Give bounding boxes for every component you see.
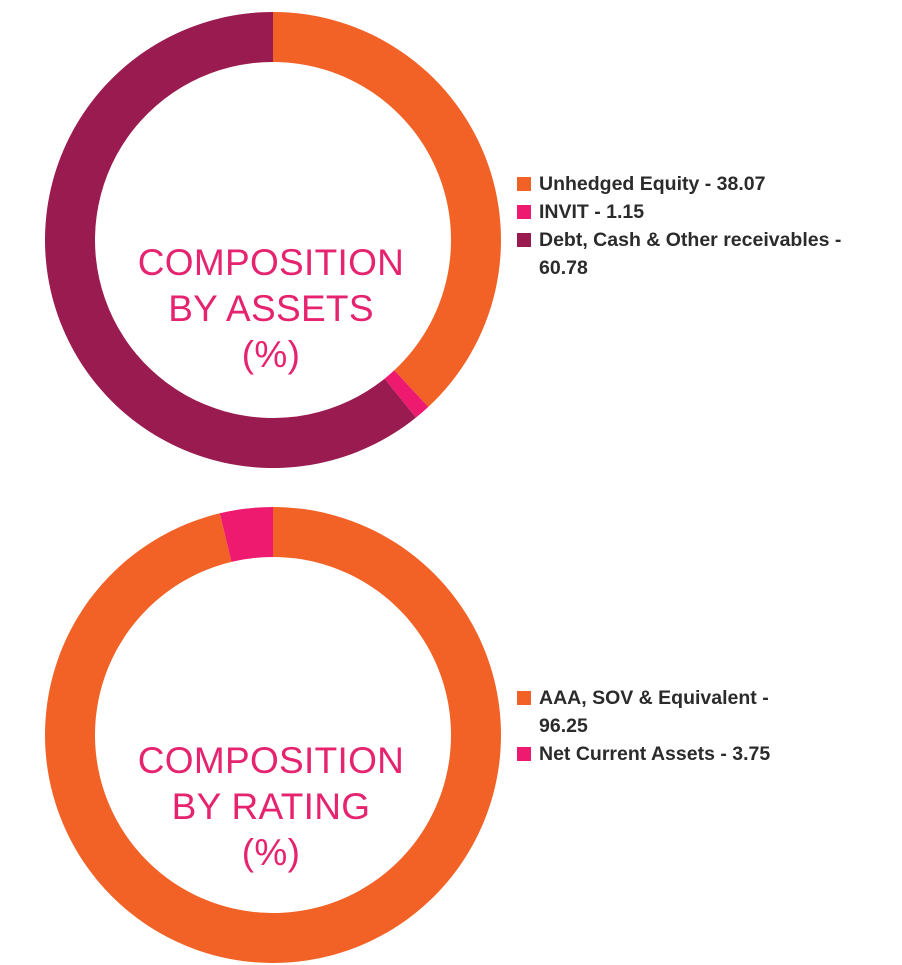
legend-swatch bbox=[517, 205, 531, 219]
assets-donut bbox=[45, 12, 501, 469]
composition-by-rating-chart: COMPOSITION BY RATING (%) AAA, SOV & Equ… bbox=[0, 495, 902, 965]
assets-center-line-3: (%) bbox=[241, 334, 301, 375]
rating-center-line-3: (%) bbox=[241, 832, 301, 873]
legend-label: Net Current Assets - 3.75 bbox=[539, 743, 771, 765]
legend-item-net-current-assets: Net Current Assets - 3.75 bbox=[517, 740, 897, 768]
legend-swatch bbox=[517, 691, 531, 705]
rating-center-label: COMPOSITION BY RATING (%) bbox=[106, 738, 436, 876]
rating-center-line-1: COMPOSITION bbox=[137, 740, 405, 781]
slice-invit bbox=[384, 370, 429, 418]
legend-item-unhedged-equity: Unhedged Equity - 38.07 bbox=[517, 170, 897, 198]
legend-item-invit: INVIT - 1.15 bbox=[517, 198, 897, 226]
assets-center-line-2: BY ASSETS bbox=[168, 288, 374, 329]
legend-swatch bbox=[517, 233, 531, 247]
composition-by-assets-chart: COMPOSITION BY ASSETS (%) Unhedged Equit… bbox=[0, 0, 902, 470]
legend-label: AAA, SOV & Equivalent - 96.25 bbox=[539, 687, 769, 737]
legend-label: Unhedged Equity - 38.07 bbox=[539, 173, 766, 195]
legend-swatch bbox=[517, 177, 531, 191]
rating-donut bbox=[45, 507, 501, 963]
slice-net-current-assets bbox=[219, 507, 273, 562]
legend-swatch bbox=[517, 747, 531, 761]
legend-item-debt-cash: Debt, Cash & Other receivables - 60.78 bbox=[517, 226, 879, 282]
assets-legend: Unhedged Equity - 38.07 INVIT - 1.15 Deb… bbox=[517, 170, 897, 282]
legend-label: INVIT - 1.15 bbox=[539, 201, 645, 223]
rating-legend: AAA, SOV & Equivalent - 96.25 Net Curren… bbox=[517, 684, 897, 768]
slice-aaa-sov-equivalent bbox=[45, 507, 501, 963]
rating-center-line-2: BY RATING bbox=[171, 786, 371, 827]
slice-unhedged-equity bbox=[273, 12, 501, 407]
legend-label: Debt, Cash & Other receivables - 60.78 bbox=[539, 229, 842, 279]
assets-center-line-1: COMPOSITION bbox=[137, 242, 405, 283]
assets-center-label: COMPOSITION BY ASSETS (%) bbox=[106, 240, 436, 378]
legend-item-aaa-sov: AAA, SOV & Equivalent - 96.25 bbox=[517, 684, 819, 740]
slice-debt-cash-other-receivables bbox=[45, 12, 416, 469]
